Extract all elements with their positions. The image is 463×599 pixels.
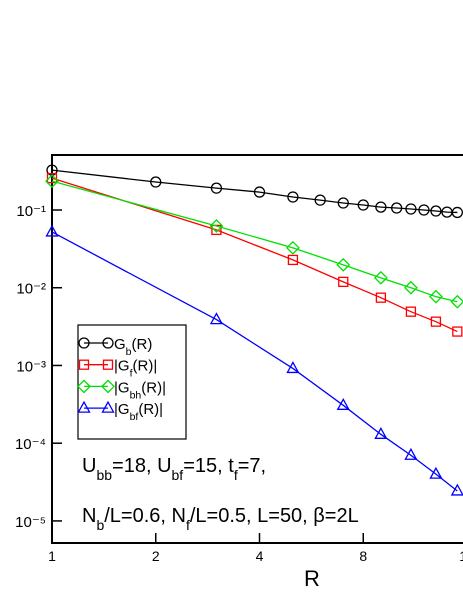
marker <box>78 359 90 370</box>
marker <box>287 254 299 266</box>
marker <box>45 224 59 237</box>
legend-box <box>77 324 187 440</box>
marker <box>373 270 388 285</box>
marker <box>101 400 115 413</box>
marker <box>403 280 418 295</box>
series-line <box>51 231 458 492</box>
legend-label: Gb(R) <box>114 336 152 358</box>
marker <box>209 219 224 233</box>
text-part: bf <box>130 411 139 423</box>
text-part: (R) <box>132 336 153 353</box>
marker <box>357 199 369 211</box>
marker <box>336 397 350 410</box>
text-part: f <box>186 517 190 533</box>
x-axis-label: R <box>304 566 320 591</box>
x-tick-label: 4 <box>256 548 264 564</box>
marker <box>452 326 463 337</box>
marker <box>375 292 387 303</box>
marker <box>429 289 443 304</box>
y-tick-label: 10⁻⁴ <box>15 436 46 453</box>
marker <box>210 182 223 194</box>
marker <box>450 483 463 496</box>
marker <box>253 186 266 198</box>
text-part: bb <box>96 467 112 483</box>
marker <box>78 337 90 349</box>
text-part: N <box>82 505 96 527</box>
marker <box>374 426 388 439</box>
text-part: bf <box>172 467 184 483</box>
marker <box>405 306 417 317</box>
x-tick-label: 2 <box>152 548 160 564</box>
text-part: (R)| <box>138 401 163 418</box>
text-part: |G <box>114 358 130 375</box>
text-part: /L=0.6, N <box>104 505 186 527</box>
marker <box>150 176 162 188</box>
series-line <box>51 180 458 303</box>
marker <box>77 400 91 413</box>
marker <box>286 361 300 374</box>
marker <box>46 172 58 184</box>
marker <box>450 294 463 309</box>
text-part: =15, t <box>183 455 234 477</box>
x-tick-label: 1 <box>48 548 56 564</box>
marker <box>405 203 417 215</box>
marker <box>430 205 442 217</box>
annotation: Ubb=18, Ubf=15, tf=7, <box>82 455 266 483</box>
marker <box>430 316 442 327</box>
y-tick-label: 10⁻¹ <box>16 203 46 220</box>
legend-label: |Gbf(R)| <box>114 401 163 423</box>
y-tick-label: 10⁻² <box>16 281 46 298</box>
text-part: b <box>96 517 104 533</box>
text-part: =18, U <box>112 455 171 477</box>
marker <box>287 191 299 203</box>
text-part: (R)| <box>133 358 158 375</box>
legend-label: |Gf(R)| <box>114 358 157 380</box>
text-part: U <box>82 455 96 477</box>
text-part: /L=0.5, L=50, β=2L <box>190 505 359 527</box>
marker <box>429 466 443 479</box>
marker <box>338 276 349 288</box>
text-part: G <box>114 336 126 353</box>
marker <box>375 201 387 213</box>
marker <box>102 359 114 370</box>
x-tick-label: 16 <box>459 548 463 564</box>
series-line <box>51 177 458 333</box>
marker <box>209 312 224 325</box>
marker <box>451 206 463 219</box>
text-part: f <box>234 467 238 483</box>
text-part: =7, <box>238 455 266 477</box>
text-part: |G <box>114 401 130 418</box>
x-tick-label: 8 <box>359 548 367 564</box>
marker <box>336 257 351 272</box>
text-part: bh <box>130 389 142 401</box>
marker <box>391 202 403 214</box>
marker <box>404 447 418 460</box>
marker <box>285 240 300 255</box>
legend-label: |Gbh(R)| <box>114 379 166 401</box>
marker <box>314 194 326 206</box>
annotation: Nb/L=0.6, Nf/L=0.5, L=50, β=2L <box>82 505 359 533</box>
marker <box>418 204 430 216</box>
text-part: f <box>130 368 133 380</box>
text-part: (R)| <box>141 379 166 396</box>
marker <box>101 379 115 394</box>
series-line <box>51 169 458 214</box>
marker <box>337 197 349 209</box>
y-tick-label: 10⁻⁵ <box>15 514 46 531</box>
marker <box>45 174 59 189</box>
marker <box>77 379 91 394</box>
y-tick-label: 10⁻³ <box>16 358 46 375</box>
marker <box>102 337 114 349</box>
text-part: |G <box>114 379 130 396</box>
text-part: b <box>126 346 132 358</box>
